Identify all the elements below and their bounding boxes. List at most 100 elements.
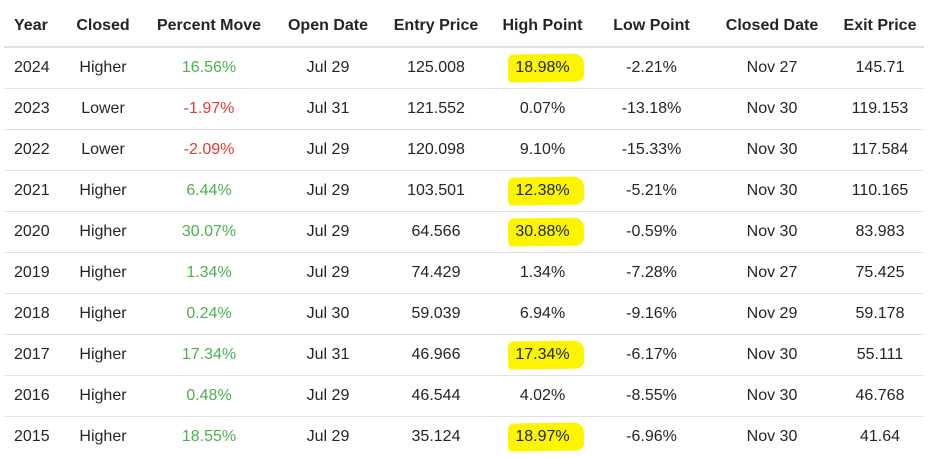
- cell-entry-price: 64.566: [382, 212, 490, 253]
- cell-entry-price: 120.098: [382, 130, 490, 171]
- cell-closed: Lower: [62, 130, 144, 171]
- cell-open-date: Jul 29: [274, 212, 382, 253]
- table-row: 2016 Higher 0.48% Jul 29 46.544 4.02% -8…: [4, 376, 924, 417]
- high-point-value-highlighted: 18.98%: [515, 59, 569, 77]
- column-header-low-point: Low Point: [595, 5, 708, 47]
- cell-entry-price: 103.501: [382, 171, 490, 212]
- column-header-year: Year: [4, 5, 62, 47]
- cell-year: 2019: [4, 253, 62, 294]
- cell-high-point: 1.34%: [490, 253, 595, 294]
- cell-exit-price: 145.71: [836, 47, 924, 89]
- cell-closed-date: Nov 30: [708, 171, 836, 212]
- cell-exit-price: 75.425: [836, 253, 924, 294]
- cell-percent-move: 0.48%: [144, 376, 274, 417]
- cell-exit-price: 83.983: [836, 212, 924, 253]
- cell-closed: Higher: [62, 376, 144, 417]
- cell-year: 2023: [4, 89, 62, 130]
- table-row: 2021 Higher 6.44% Jul 29 103.501 12.38% …: [4, 171, 924, 212]
- cell-percent-move: 16.56%: [144, 47, 274, 89]
- cell-exit-price: 46.768: [836, 376, 924, 417]
- cell-year: 2024: [4, 47, 62, 89]
- cell-closed: Higher: [62, 171, 144, 212]
- table-row: 2023 Lower -1.97% Jul 31 121.552 0.07% -…: [4, 89, 924, 130]
- cell-open-date: Jul 31: [274, 89, 382, 130]
- table-body: 2024 Higher 16.56% Jul 29 125.008 18.98%…: [4, 47, 924, 457]
- cell-entry-price: 46.544: [382, 376, 490, 417]
- cell-closed-date: Nov 30: [708, 130, 836, 171]
- cell-low-point: -5.21%: [595, 171, 708, 212]
- cell-closed-date: Nov 27: [708, 47, 836, 89]
- cell-percent-move: 1.34%: [144, 253, 274, 294]
- cell-entry-price: 59.039: [382, 294, 490, 335]
- cell-entry-price: 35.124: [382, 417, 490, 457]
- table-row: 2019 Higher 1.34% Jul 29 74.429 1.34% -7…: [4, 253, 924, 294]
- cell-closed: Higher: [62, 253, 144, 294]
- cell-low-point: -2.21%: [595, 47, 708, 89]
- high-point-value-highlighted: 18.97%: [515, 428, 569, 446]
- cell-closed: Higher: [62, 294, 144, 335]
- cell-percent-move: -1.97%: [144, 89, 274, 130]
- cell-percent-move: 0.24%: [144, 294, 274, 335]
- table-row: 2022 Lower -2.09% Jul 29 120.098 9.10% -…: [4, 130, 924, 171]
- high-point-value: 6.94%: [520, 305, 565, 322]
- cell-open-date: Jul 29: [274, 130, 382, 171]
- high-point-value-highlighted: 12.38%: [515, 182, 569, 200]
- cell-low-point: -8.55%: [595, 376, 708, 417]
- cell-exit-price: 59.178: [836, 294, 924, 335]
- cell-entry-price: 125.008: [382, 47, 490, 89]
- cell-closed-date: Nov 29: [708, 294, 836, 335]
- table-row: 2018 Higher 0.24% Jul 30 59.039 6.94% -9…: [4, 294, 924, 335]
- cell-exit-price: 110.165: [836, 171, 924, 212]
- cell-low-point: -15.33%: [595, 130, 708, 171]
- cell-high-point: 18.98%: [490, 47, 595, 89]
- cell-high-point: 9.10%: [490, 130, 595, 171]
- cell-year: 2018: [4, 294, 62, 335]
- high-point-value: 9.10%: [520, 141, 565, 158]
- column-header-exit-price: Exit Price: [836, 5, 924, 47]
- cell-year: 2017: [4, 335, 62, 376]
- cell-closed-date: Nov 30: [708, 212, 836, 253]
- column-header-closed: Closed: [62, 5, 144, 47]
- cell-year: 2015: [4, 417, 62, 457]
- cell-year: 2022: [4, 130, 62, 171]
- high-point-value: 0.07%: [520, 100, 565, 117]
- cell-low-point: -6.96%: [595, 417, 708, 457]
- cell-high-point: 30.88%: [490, 212, 595, 253]
- cell-open-date: Jul 29: [274, 417, 382, 457]
- cell-exit-price: 117.584: [836, 130, 924, 171]
- high-point-value: 1.34%: [520, 264, 565, 281]
- seasonal-performance-table: Year Closed Percent Move Open Date Entry…: [4, 5, 924, 457]
- cell-low-point: -9.16%: [595, 294, 708, 335]
- cell-high-point: 17.34%: [490, 335, 595, 376]
- cell-open-date: Jul 29: [274, 171, 382, 212]
- column-header-open-date: Open Date: [274, 5, 382, 47]
- cell-high-point: 6.94%: [490, 294, 595, 335]
- cell-closed: Higher: [62, 47, 144, 89]
- cell-exit-price: 41.64: [836, 417, 924, 457]
- cell-closed-date: Nov 30: [708, 417, 836, 457]
- cell-exit-price: 55.111: [836, 335, 924, 376]
- cell-high-point: 18.97%: [490, 417, 595, 457]
- cell-closed-date: Nov 30: [708, 89, 836, 130]
- cell-closed: Higher: [62, 335, 144, 376]
- cell-entry-price: 46.966: [382, 335, 490, 376]
- cell-open-date: Jul 31: [274, 335, 382, 376]
- column-header-closed-date: Closed Date: [708, 5, 836, 47]
- table-row: 2020 Higher 30.07% Jul 29 64.566 30.88% …: [4, 212, 924, 253]
- cell-closed-date: Nov 27: [708, 253, 836, 294]
- cell-high-point: 4.02%: [490, 376, 595, 417]
- cell-percent-move: 17.34%: [144, 335, 274, 376]
- cell-percent-move: 18.55%: [144, 417, 274, 457]
- cell-open-date: Jul 30: [274, 294, 382, 335]
- cell-percent-move: 6.44%: [144, 171, 274, 212]
- high-point-value-highlighted: 30.88%: [515, 223, 569, 241]
- table-row: 2017 Higher 17.34% Jul 31 46.966 17.34% …: [4, 335, 924, 376]
- table-row: 2015 Higher 18.55% Jul 29 35.124 18.97% …: [4, 417, 924, 457]
- table-header-row: Year Closed Percent Move Open Date Entry…: [4, 5, 924, 47]
- cell-year: 2020: [4, 212, 62, 253]
- cell-high-point: 12.38%: [490, 171, 595, 212]
- high-point-value-highlighted: 17.34%: [515, 346, 569, 364]
- cell-low-point: -6.17%: [595, 335, 708, 376]
- cell-open-date: Jul 29: [274, 47, 382, 89]
